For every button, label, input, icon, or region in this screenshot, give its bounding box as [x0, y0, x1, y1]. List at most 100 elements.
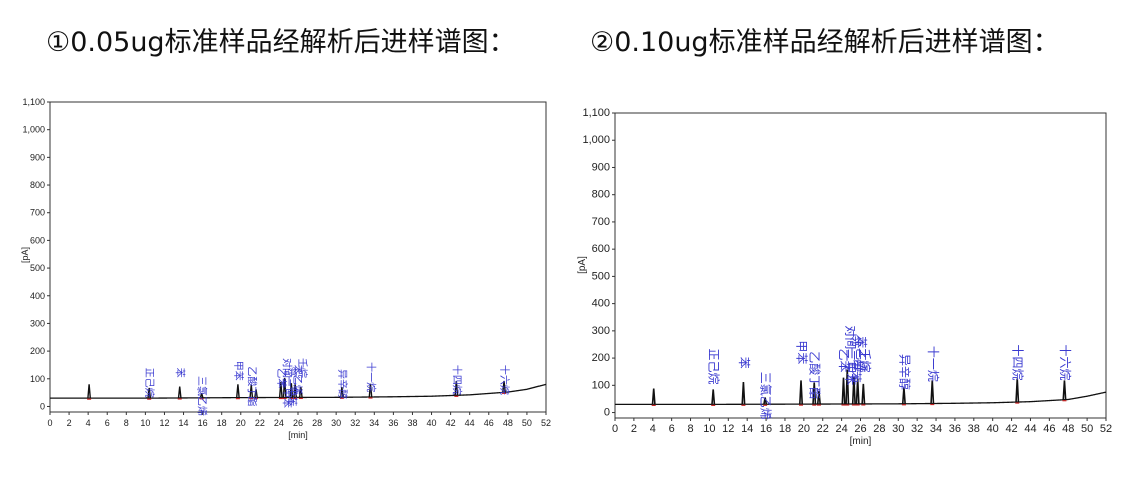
x-tick-label: 30	[331, 418, 341, 428]
x-tick-label: 18	[217, 418, 227, 428]
x-tick-label: 22	[817, 423, 829, 435]
x-tick-label: 24	[274, 418, 284, 428]
x-tick-label: 8	[687, 423, 693, 435]
x-tick-label: 24	[835, 423, 847, 435]
chromatogram-left: 0 100 200 300 400 500 600 700 800 900 1,000 1,100 0 2…	[20, 97, 551, 440]
y-tick-label: 100	[30, 374, 45, 384]
x-tick-label: 52	[1100, 423, 1112, 435]
peak-label: 十四烷	[450, 365, 463, 395]
y-tick-label: 400	[592, 298, 610, 310]
peak	[293, 384, 298, 398]
peak	[454, 380, 459, 396]
y-tick-label: 800	[592, 189, 610, 201]
peak	[851, 377, 856, 405]
x-tick-label: 32	[350, 418, 360, 428]
x-tick-label: 44	[465, 418, 475, 428]
peak	[282, 377, 287, 398]
peak-label: 异辛醇	[897, 354, 912, 390]
x-tick-label: 46	[1043, 423, 1055, 435]
x-tick-label: 20	[798, 423, 810, 435]
peak	[199, 393, 204, 399]
x-tick-label: 32	[911, 423, 923, 435]
x-tick-label: 20	[236, 418, 246, 428]
peak-label: 对间二甲苯	[844, 325, 858, 385]
x-tick-label: 48	[1062, 423, 1074, 435]
y-axis-label: [pA]	[20, 247, 30, 263]
x-tick-label: 12	[722, 423, 734, 435]
y-tick-label: 1,000	[22, 125, 45, 135]
peak	[236, 384, 240, 398]
peak	[845, 369, 850, 405]
x-tick-label: 4	[650, 423, 656, 435]
peak	[1015, 378, 1020, 403]
peak	[799, 380, 804, 405]
x-tick-label: 34	[930, 423, 942, 435]
peak	[763, 397, 768, 405]
y-tick-label: 200	[30, 346, 45, 356]
peak-label: 三氯乙烯	[196, 376, 209, 416]
x-tick-label: 42	[1005, 423, 1017, 435]
x-tick-label: 40	[427, 418, 437, 428]
peak	[841, 377, 846, 405]
y-tick-label: 800	[30, 180, 45, 190]
peak-label: 壬烷	[858, 349, 872, 373]
y-tick-label: 900	[592, 161, 610, 173]
x-tick-label: 2	[67, 418, 72, 428]
peak	[861, 383, 866, 404]
x-tick-label: 42	[446, 418, 456, 428]
peak-label: 甲苯	[795, 340, 809, 364]
y-tick-label: 600	[30, 235, 45, 245]
x-tick-label: 0	[612, 423, 618, 435]
peak	[87, 384, 92, 399]
x-tick-label: 10	[703, 423, 715, 435]
y-tick-label: 100	[592, 379, 610, 391]
peak-label: 苯	[737, 357, 751, 369]
y-tick-label: 300	[30, 318, 45, 328]
x-tick-label: 28	[312, 418, 322, 428]
y-tick-label: 500	[30, 263, 45, 273]
y-tick-label: 0	[604, 407, 610, 419]
y-tick-label: 1,000	[582, 134, 610, 146]
x-tick-label: 0	[47, 418, 52, 428]
chromatogram-right: 0 100 200 300 400 500 600 700 800 900 1,000 1,100 0 2…	[577, 107, 1112, 447]
y-tick-label: 1,100	[22, 97, 45, 107]
peak-label: 苯	[174, 368, 187, 378]
x-tick-label: 6	[669, 423, 675, 435]
y-tick-label: 400	[30, 291, 45, 301]
peak-label: 壬烷	[296, 358, 309, 378]
peak	[339, 387, 344, 398]
y-tick-label: 1,100	[582, 107, 610, 119]
y-tick-label: 0	[40, 401, 45, 411]
peak	[812, 382, 817, 405]
peak	[502, 380, 506, 393]
peak-label: 异辛醇	[336, 369, 349, 399]
y-tick-label: 700	[30, 208, 45, 218]
peak	[254, 389, 258, 398]
x-tick-label: 8	[124, 418, 129, 428]
x-tick-label: 30	[892, 423, 904, 435]
peak-label: 三氯乙烯	[759, 372, 773, 420]
peak-label: 十四烷	[1011, 344, 1025, 380]
chart-title-right: ②0.10ug标准样品经解析后进样谱图：	[590, 27, 1060, 58]
peak-label: 甲苯	[232, 361, 245, 381]
x-tick-label: 34	[369, 418, 379, 428]
x-tick-label: 14	[179, 418, 189, 428]
peak	[1062, 380, 1067, 400]
peak	[368, 383, 373, 398]
x-tick-label: 38	[407, 418, 417, 428]
peak	[816, 390, 821, 405]
x-tick-label: 38	[968, 423, 980, 435]
peak	[249, 384, 254, 398]
peak	[177, 386, 182, 399]
x-tick-label: 12	[159, 418, 169, 428]
peak	[651, 388, 656, 405]
peak-label: 正己烷	[143, 368, 156, 398]
x-tick-label: 14	[741, 423, 753, 435]
x-tick-label: 26	[293, 418, 303, 428]
y-tick-label: 300	[592, 325, 610, 337]
x-tick-label: 36	[949, 423, 961, 435]
peak-label: 乙酸丁酯	[245, 366, 258, 406]
peak-label: 十六烷	[498, 365, 511, 395]
x-tick-label: 40	[987, 423, 999, 435]
